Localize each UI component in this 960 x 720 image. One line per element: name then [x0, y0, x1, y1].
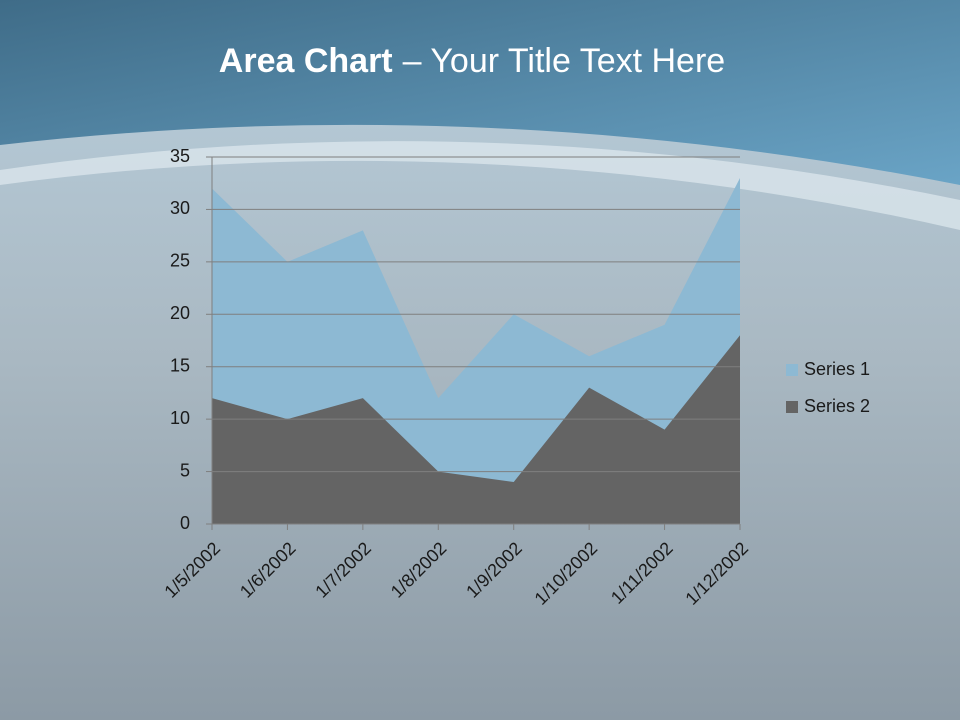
area	[212, 335, 740, 524]
slide-title: Area Chart – Your Title Text Here	[219, 42, 725, 80]
header-band	[0, 0, 960, 185]
y-tick-label: 20	[170, 303, 190, 323]
legend-swatch	[786, 401, 798, 413]
y-tick-label: 35	[170, 146, 190, 166]
y-tick-label: 0	[180, 513, 190, 533]
legend-label: Series 2	[804, 396, 870, 416]
y-tick-label: 5	[180, 460, 190, 480]
y-tick-label: 30	[170, 198, 190, 218]
legend-label: Series 1	[804, 359, 870, 379]
y-tick-label: 25	[170, 251, 190, 271]
y-tick-label: 10	[170, 408, 190, 428]
title-text: – Your Title Text Here	[403, 42, 726, 80]
y-tick-label: 15	[170, 355, 190, 375]
legend-swatch	[786, 364, 798, 376]
title-emphasis: Area Chart	[219, 42, 393, 80]
arc-band	[0, 141, 960, 230]
